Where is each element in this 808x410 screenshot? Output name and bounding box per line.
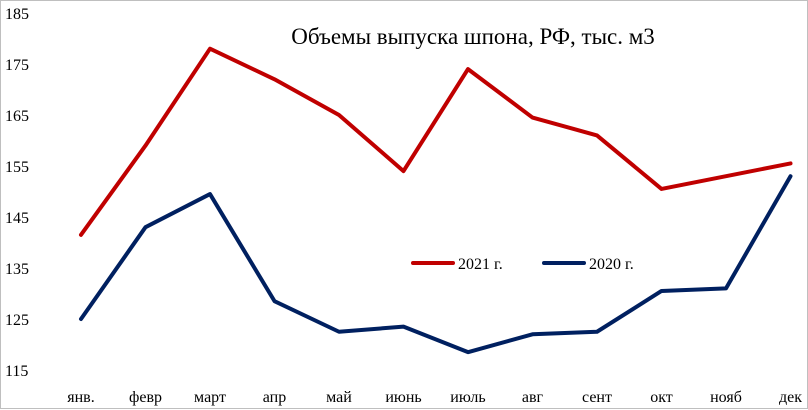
x-tick-label: дек <box>779 389 802 406</box>
legend-label-0: 2021 г. <box>458 256 503 273</box>
x-axis-ticks: янв. февр март апр май июнь июль авг сент окт нояб… <box>67 389 802 406</box>
legend: 2021 г. 2020 г. <box>411 256 634 273</box>
series-line-1 <box>79 174 793 355</box>
chart-title: Объемы выпуска шпона, РФ, тыс. м3 <box>291 24 655 49</box>
x-tick-label: сент <box>582 389 612 406</box>
x-tick-label: июль <box>450 389 485 406</box>
x-tick-label: февр <box>129 389 162 406</box>
x-tick-label: окт <box>650 389 673 406</box>
x-tick-label: нояб <box>710 389 742 406</box>
y-axis-ticks: 115 125 135 145 155 165 175 185 <box>5 6 29 380</box>
legend-label-1: 2020 г. <box>589 256 634 273</box>
x-tick-label: июнь <box>385 389 421 406</box>
y-tick-label: 125 <box>5 312 29 329</box>
y-tick-label: 155 <box>5 159 29 176</box>
series-line-0 <box>79 46 793 237</box>
x-tick-label: авг <box>522 389 544 406</box>
x-tick-label: апр <box>263 389 286 406</box>
x-tick-label: май <box>326 389 352 406</box>
y-tick-label: 165 <box>5 108 29 125</box>
y-tick-label: 145 <box>5 210 29 227</box>
y-tick-label: 115 <box>5 363 28 380</box>
series-lines <box>79 46 793 355</box>
y-tick-label: 135 <box>5 261 29 278</box>
y-tick-label: 175 <box>5 57 29 74</box>
x-tick-label: янв. <box>67 389 94 406</box>
x-tick-label: март <box>194 389 226 406</box>
y-tick-label: 185 <box>5 6 29 23</box>
